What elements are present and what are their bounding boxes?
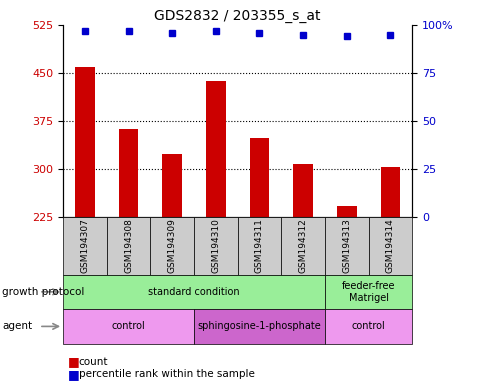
Text: standard condition: standard condition xyxy=(148,287,239,297)
Text: GSM194311: GSM194311 xyxy=(255,218,263,273)
Text: control: control xyxy=(351,321,385,331)
Text: growth protocol: growth protocol xyxy=(2,287,85,297)
Text: ■: ■ xyxy=(68,355,79,368)
Bar xyxy=(63,275,324,309)
Text: feeder-free
Matrigel: feeder-free Matrigel xyxy=(341,281,394,303)
Bar xyxy=(237,217,281,275)
Title: GDS2832 / 203355_s_at: GDS2832 / 203355_s_at xyxy=(154,8,320,23)
Text: GSM194309: GSM194309 xyxy=(167,218,176,273)
Bar xyxy=(119,129,138,217)
Bar xyxy=(63,309,194,344)
Bar xyxy=(162,154,182,217)
Bar xyxy=(194,309,324,344)
Bar xyxy=(150,217,194,275)
Bar xyxy=(324,309,411,344)
Bar xyxy=(106,217,150,275)
Text: GSM194312: GSM194312 xyxy=(298,218,307,273)
Text: percentile rank within the sample: percentile rank within the sample xyxy=(78,369,254,379)
Bar xyxy=(249,138,269,217)
Bar xyxy=(324,275,411,309)
Bar xyxy=(368,217,411,275)
Text: GSM194310: GSM194310 xyxy=(211,218,220,273)
Bar xyxy=(380,167,399,217)
Bar xyxy=(63,217,106,275)
Text: GSM194313: GSM194313 xyxy=(342,218,350,273)
Text: GSM194308: GSM194308 xyxy=(124,218,133,273)
Bar xyxy=(75,66,94,217)
Bar xyxy=(281,217,324,275)
Text: sphingosine-1-phosphate: sphingosine-1-phosphate xyxy=(197,321,321,331)
Text: control: control xyxy=(111,321,145,331)
Bar xyxy=(324,217,368,275)
Bar xyxy=(293,164,312,217)
Text: count: count xyxy=(78,357,108,367)
Bar xyxy=(194,217,237,275)
Bar xyxy=(336,206,356,217)
Bar xyxy=(206,81,225,217)
Text: GSM194307: GSM194307 xyxy=(80,218,89,273)
Text: agent: agent xyxy=(2,321,32,331)
Text: GSM194314: GSM194314 xyxy=(385,218,394,273)
Text: ■: ■ xyxy=(68,368,79,381)
